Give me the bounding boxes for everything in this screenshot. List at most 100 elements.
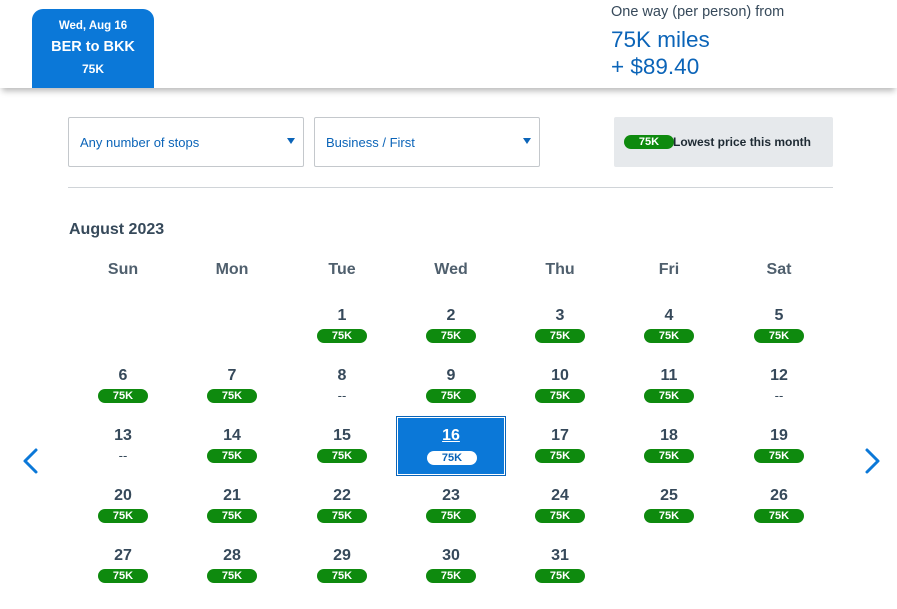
day-number: 19 xyxy=(770,427,788,444)
day-price-badge: 75K xyxy=(98,569,148,583)
day-number: 18 xyxy=(660,427,678,444)
calendar-day[interactable]: 9 75K xyxy=(397,357,505,415)
day-price-badge: 75K xyxy=(644,389,694,403)
day-price-badge: 75K xyxy=(426,569,476,583)
calendar-day[interactable]: 1 75K xyxy=(288,297,396,355)
day-price-badge: 75K xyxy=(535,449,585,463)
day-price-badge: 75K xyxy=(644,329,694,343)
day-price-badge: 75K xyxy=(754,449,804,463)
no-price-indicator: -- xyxy=(337,388,347,403)
calendar-day[interactable]: 21 75K xyxy=(178,477,286,535)
day-price-badge: 75K xyxy=(535,569,585,583)
calendar-day[interactable]: 17 75K xyxy=(506,417,614,475)
day-price-badge: 75K xyxy=(317,569,367,583)
day-number: 29 xyxy=(333,547,351,564)
chevron-down-icon xyxy=(523,138,531,144)
calendar-day[interactable]: 24 75K xyxy=(506,477,614,535)
day-number: 16 xyxy=(442,427,460,444)
fare-summary: One way (per person) from 75K miles + $8… xyxy=(611,3,784,80)
calendar-day[interactable]: 25 75K xyxy=(615,477,723,535)
trip-date: Wed, Aug 16 xyxy=(58,20,128,32)
legend-text: Lowest price this month xyxy=(673,135,812,149)
calendar-day[interactable]: 18 75K xyxy=(615,417,723,475)
day-number: 14 xyxy=(223,427,241,444)
day-price-badge: 75K xyxy=(207,569,257,583)
calendar-day[interactable]: 26 75K xyxy=(725,477,833,535)
day-price-badge: 75K xyxy=(317,449,367,463)
calendar-day[interactable]: 11 75K xyxy=(615,357,723,415)
calendar-day[interactable]: 8 -- xyxy=(288,357,396,415)
day-number: 21 xyxy=(223,487,241,504)
calendar-day[interactable]: 19 75K xyxy=(725,417,833,475)
day-number: 1 xyxy=(337,307,347,324)
day-number: 22 xyxy=(333,487,351,504)
day-price-badge: 75K xyxy=(207,389,257,403)
lowest-price-legend: 75K Lowest price this month xyxy=(614,117,833,167)
day-price-badge: 75K xyxy=(207,449,257,463)
calendar-day[interactable]: 31 75K xyxy=(506,537,614,595)
day-number: 30 xyxy=(442,547,460,564)
calendar-day[interactable]: 30 75K xyxy=(397,537,505,595)
day-price-badge: 75K xyxy=(207,509,257,523)
divider xyxy=(68,187,833,188)
next-month-button[interactable] xyxy=(860,447,884,475)
day-price-badge: 75K xyxy=(98,509,148,523)
day-number: 8 xyxy=(337,367,347,384)
day-number: 11 xyxy=(660,367,678,384)
calendar-day[interactable]: 23 75K xyxy=(397,477,505,535)
weekday-label: Sun xyxy=(107,261,139,278)
calendar-day[interactable]: 14 75K xyxy=(178,417,286,475)
calendar-day[interactable]: 22 75K xyxy=(288,477,396,535)
day-number: 15 xyxy=(333,427,351,444)
calendar-day[interactable]: 15 75K xyxy=(288,417,396,475)
calendar-day[interactable]: 7 75K xyxy=(178,357,286,415)
calendar-day[interactable]: 28 75K xyxy=(178,537,286,595)
calendar-day[interactable]: 4 75K xyxy=(615,297,723,355)
day-price-badge: 75K xyxy=(427,451,477,465)
day-price-badge: 75K xyxy=(754,509,804,523)
stops-select-value: Any number of stops xyxy=(80,135,200,150)
day-number: 23 xyxy=(442,487,460,504)
day-price-badge: 75K xyxy=(644,509,694,523)
trip-route: BER to BKK xyxy=(51,39,135,55)
day-price-badge: 75K xyxy=(535,509,585,523)
weekday-label: Fri xyxy=(658,261,680,278)
day-price-badge: 75K xyxy=(426,509,476,523)
trip-price: 75K xyxy=(81,62,104,76)
calendar-day[interactable]: 20 75K xyxy=(69,477,177,535)
stops-select[interactable]: Any number of stops xyxy=(68,117,304,167)
day-number: 31 xyxy=(551,547,569,564)
no-price-indicator: -- xyxy=(774,388,784,403)
day-number: 13 xyxy=(114,427,132,444)
legend-price-badge: 75K xyxy=(624,135,674,149)
calendar-day[interactable]: 10 75K xyxy=(506,357,614,415)
day-number: 7 xyxy=(227,367,237,384)
day-price-badge: 75K xyxy=(426,329,476,343)
day-number: 4 xyxy=(664,307,674,324)
previous-month-button[interactable] xyxy=(19,447,43,475)
calendar-day-selected[interactable]: 16 75K xyxy=(396,416,506,476)
calendar-day[interactable]: 12 -- xyxy=(725,357,833,415)
weekday-label: Tue xyxy=(328,261,356,278)
day-number: 28 xyxy=(223,547,241,564)
day-price-badge: 75K xyxy=(535,329,585,343)
day-price-badge: 75K xyxy=(535,389,585,403)
day-number: 9 xyxy=(446,367,456,384)
calendar-day[interactable]: 29 75K xyxy=(288,537,396,595)
page-header: Wed, Aug 16 BER to BKK 75K One way (per … xyxy=(0,0,897,88)
weekday-label: Mon xyxy=(215,261,249,278)
day-price-badge: 75K xyxy=(426,389,476,403)
calendar-day[interactable]: 5 75K xyxy=(725,297,833,355)
day-number: 24 xyxy=(551,487,569,504)
calendar-day[interactable]: 6 75K xyxy=(69,357,177,415)
month-title: August 2023 xyxy=(69,221,165,238)
day-price-badge: 75K xyxy=(317,329,367,343)
trip-tab[interactable]: Wed, Aug 16 BER to BKK 75K xyxy=(32,9,154,88)
cabin-select[interactable]: Business / First xyxy=(314,117,540,167)
calendar-day[interactable]: 27 75K xyxy=(69,537,177,595)
day-number: 25 xyxy=(660,487,678,504)
calendar-day[interactable]: 13 -- xyxy=(69,417,177,475)
calendar-day[interactable]: 3 75K xyxy=(506,297,614,355)
day-number: 20 xyxy=(114,487,132,504)
calendar-day[interactable]: 2 75K xyxy=(397,297,505,355)
